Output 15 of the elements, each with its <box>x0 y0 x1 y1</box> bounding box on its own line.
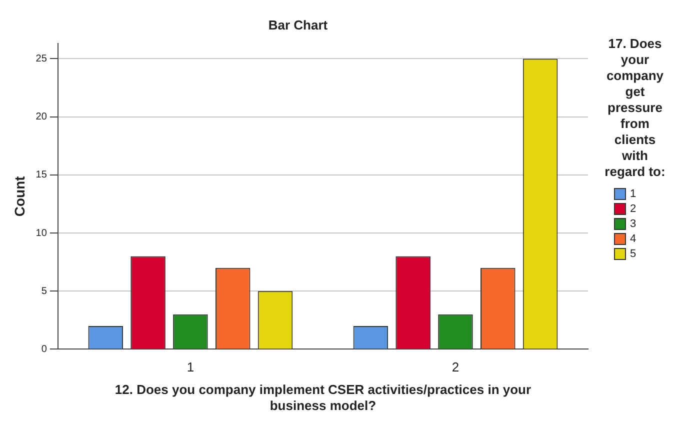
y-tick-label: 20 <box>36 112 48 123</box>
legend-label: 1 <box>630 188 636 200</box>
y-tick-label: 15 <box>36 170 48 181</box>
x-axis-title: 12. Does you company implement CSER activities/practices in your business model? <box>114 382 532 413</box>
y-tick-label: 5 <box>41 286 48 297</box>
y-tick-label: 10 <box>36 228 48 239</box>
y-tick-label: 0 <box>41 344 48 355</box>
y-axis-title: Count <box>11 176 28 217</box>
legend-label: 5 <box>630 248 636 260</box>
legend-label: 4 <box>630 232 636 244</box>
legend-label: 2 <box>630 202 636 214</box>
y-tick-label: 25 <box>36 53 48 64</box>
text: 17. Does your company get pressure from clients with regard to: <box>604 36 666 179</box>
chart-title: Bar Chart <box>268 17 328 32</box>
legend-label: 3 <box>630 218 636 230</box>
